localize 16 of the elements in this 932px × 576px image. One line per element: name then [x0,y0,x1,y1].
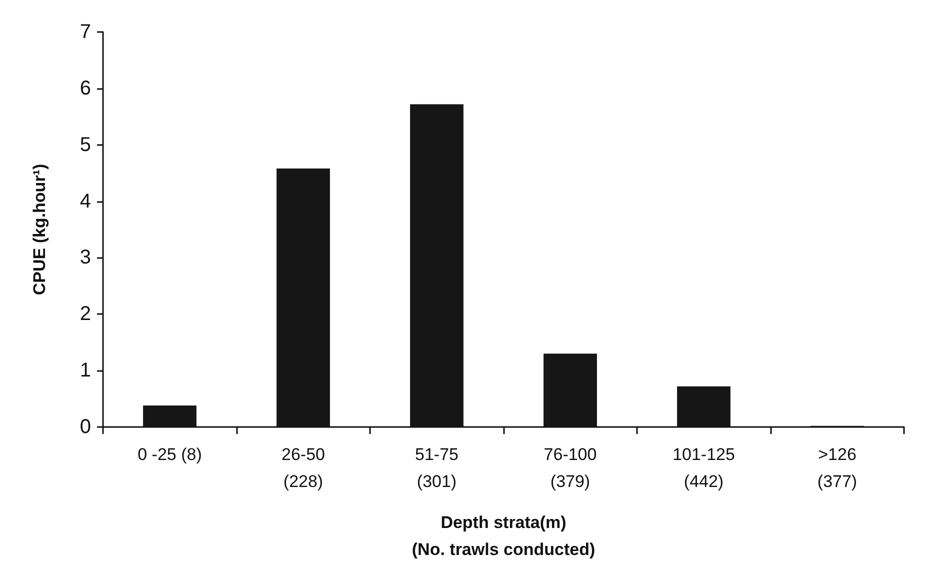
y-tick-label: 3 [80,246,91,269]
x-tick-label: >126 (377) [817,445,858,491]
y-tick-label: 5 [80,134,91,156]
x-tick-label: 26-50 (228) [282,445,325,491]
x-tick-label: 0 -25 (8) [138,445,202,464]
x-tick-label: 101-125 (442) [672,445,735,491]
y-tick-label: 4 [80,190,91,212]
y-tick-label: 7 [80,21,91,43]
x-tick-label: 76-100 (379) [544,445,597,491]
y-tick-label: 0 [80,416,91,438]
y-tick-label: 2 [80,303,91,326]
y-axis-title: CPUE (kg.hour¹) [30,164,49,296]
x-tick-label: 51-75 (301) [415,445,458,491]
y-tick-label: 1 [80,360,91,382]
y-tick-label: 6 [80,77,91,100]
x-axis-title: Depth strata(m) (No. trawls conducted) [412,513,596,559]
